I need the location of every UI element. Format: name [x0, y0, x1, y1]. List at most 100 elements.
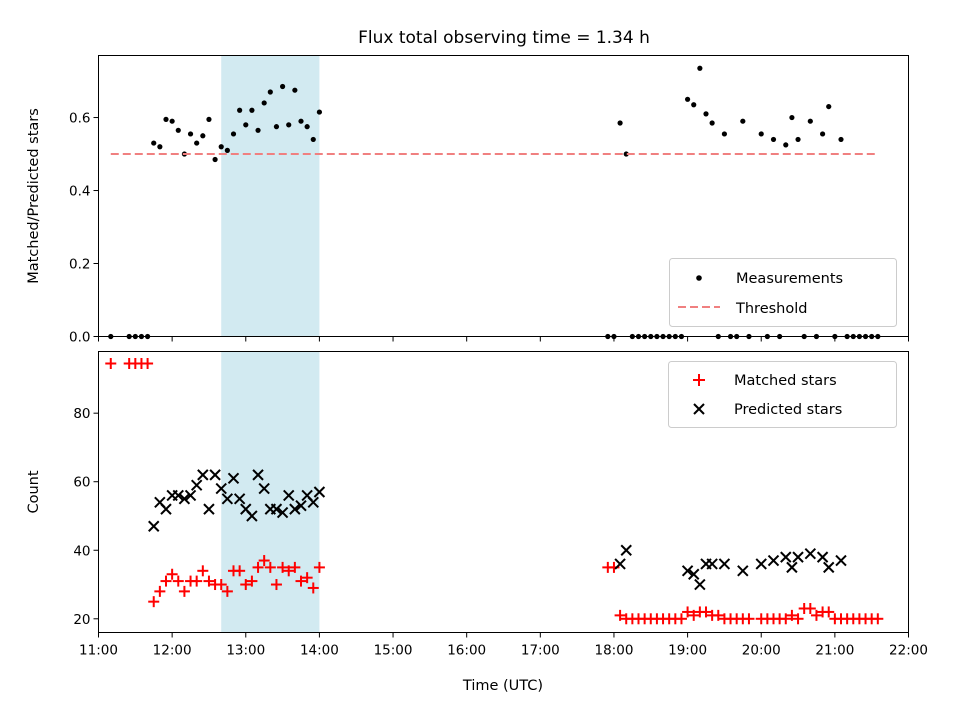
predicted-point [792, 551, 804, 563]
ytick-label-counts: 40 [73, 543, 90, 559]
matched-point [203, 575, 215, 587]
measurement-point [826, 103, 832, 110]
predicted-point [270, 503, 283, 515]
matched-point [246, 575, 258, 587]
matched-point [688, 609, 700, 621]
measurement-point [684, 96, 691, 102]
matched-point [178, 585, 190, 597]
xtick-label: 20:00 [742, 643, 781, 659]
xtick-label: 12:00 [153, 643, 192, 659]
xtick-label: 13:00 [226, 643, 265, 659]
measurement-point [273, 124, 280, 130]
xtick-label: 19:00 [668, 643, 707, 659]
predicted-point [246, 510, 258, 522]
matched-point [142, 357, 154, 369]
matched-point [872, 613, 884, 625]
measurement-point [623, 151, 629, 157]
measurement-point [169, 118, 175, 124]
measurement-point [789, 114, 795, 121]
matched-point [786, 609, 798, 621]
matched-point [301, 572, 313, 584]
matched-point [823, 606, 835, 618]
matched-point [258, 555, 270, 567]
matched-point [105, 357, 117, 369]
predicted-point [755, 558, 767, 570]
matched-point [307, 582, 319, 594]
panel-counts-ylabel: Count [26, 470, 42, 513]
matched-point [675, 613, 687, 625]
panel-counts-frame [98, 351, 909, 633]
panel-counts-xlabel: Time (UTC) [462, 678, 543, 694]
predicted-point [816, 551, 829, 563]
matched-point [682, 606, 694, 618]
matched-point [614, 609, 626, 621]
legend-predicted-marker [693, 403, 705, 415]
panel-counts: 20 40 60 80 11:00 12:00 13:00 14:00 15:00 16:00 17… [26, 351, 928, 694]
legend-measurements-marker [696, 275, 702, 281]
legend-counts: Matched stars Predicted stars [668, 361, 897, 428]
predicted-point [289, 503, 301, 515]
predicted-point [295, 500, 307, 512]
legend-ratio: Measurements Threshold [669, 258, 897, 327]
measurement-point [721, 131, 728, 137]
measurement-point [267, 89, 273, 95]
matched-point [810, 609, 822, 621]
predicted-point [276, 506, 289, 519]
predicted-point [835, 554, 847, 567]
measurement-point [770, 136, 777, 143]
ytick-label-ratio: 0.2 [69, 257, 90, 273]
predicted-point [190, 479, 203, 491]
measurement-point [151, 140, 157, 146]
measurement-point [243, 122, 249, 128]
predicted-point [706, 558, 718, 570]
measurement-point [286, 122, 292, 128]
predicted-point [614, 558, 626, 570]
measurement-point [200, 133, 206, 139]
measurement-point [819, 131, 826, 137]
highlight-span-ratio [221, 55, 320, 337]
measurement-point [224, 147, 230, 153]
measurement-point [187, 131, 194, 137]
panel-ratio: 0.0 0.2 0.4 0.6 Matched/Predicted stars Mea… [26, 55, 909, 346]
ytick-label-counts: 60 [73, 475, 90, 491]
measurement-point [703, 111, 709, 117]
measurement-point [783, 142, 789, 148]
predicted-point [283, 489, 295, 502]
measurement-point [194, 140, 200, 146]
measurement-point [310, 136, 316, 143]
predicted-point [786, 561, 798, 574]
predicted-point [184, 489, 197, 502]
xtick-label: 21:00 [815, 643, 854, 659]
predicted-point [681, 565, 694, 577]
legend-matched-marker [693, 374, 705, 386]
predicted-point [737, 565, 749, 577]
measurement-point [807, 118, 813, 124]
legend-ratio-box [669, 258, 897, 327]
matched-point [166, 568, 178, 580]
matched-point [712, 609, 724, 621]
matched-point [234, 565, 246, 577]
matched-point [270, 579, 282, 591]
matched-point [221, 585, 233, 597]
predicted-point [197, 469, 209, 481]
predicted-point [313, 486, 326, 498]
legend-counts-box [668, 361, 897, 428]
matched-point [252, 561, 264, 573]
ytick-label-ratio: 0.4 [69, 184, 90, 200]
ytick-label-counts: 20 [73, 612, 90, 628]
measurement-point [691, 102, 697, 108]
measurement-point [740, 118, 746, 124]
measurement-point [709, 120, 715, 126]
predicted-point [258, 482, 270, 495]
matched-point [289, 561, 301, 573]
predicted-point [178, 493, 191, 505]
ytick-label-ratio: 0.0 [69, 330, 90, 346]
predicted-point [215, 482, 227, 495]
panel-ratio-ylabel: Matched/Predicted stars [26, 108, 42, 284]
panel-ratio-frame [98, 55, 909, 337]
measurement-point [255, 127, 261, 133]
measurement-point [163, 116, 169, 122]
predicted-point [233, 493, 246, 505]
matched-point [191, 575, 203, 587]
predicted-point [620, 544, 632, 556]
